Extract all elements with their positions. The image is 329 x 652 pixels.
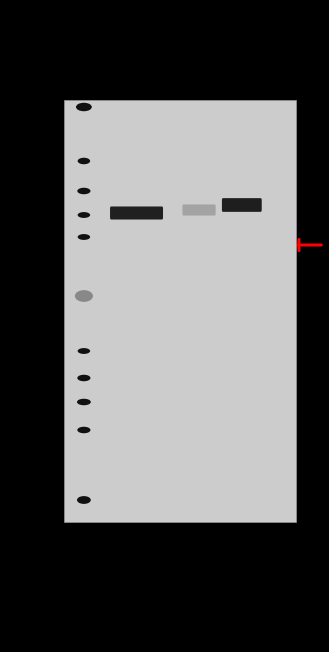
Ellipse shape: [76, 103, 92, 111]
Ellipse shape: [77, 427, 90, 434]
Ellipse shape: [77, 188, 90, 194]
Ellipse shape: [78, 234, 90, 240]
Ellipse shape: [75, 290, 93, 302]
Ellipse shape: [78, 348, 90, 354]
FancyBboxPatch shape: [222, 198, 262, 212]
FancyBboxPatch shape: [110, 207, 163, 220]
FancyBboxPatch shape: [182, 205, 216, 216]
Ellipse shape: [77, 399, 91, 406]
Ellipse shape: [77, 496, 91, 504]
Ellipse shape: [78, 212, 90, 218]
Ellipse shape: [78, 158, 90, 164]
Ellipse shape: [77, 375, 90, 381]
FancyBboxPatch shape: [64, 100, 296, 522]
